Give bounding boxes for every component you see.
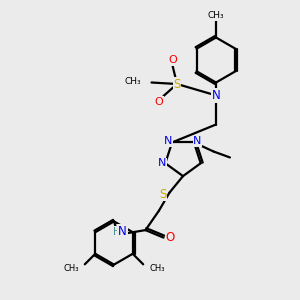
Text: H: H	[113, 226, 121, 237]
Text: N: N	[118, 225, 127, 238]
Text: CH₃: CH₃	[208, 11, 224, 20]
Text: CH₃: CH₃	[63, 264, 79, 273]
Text: N: N	[212, 89, 220, 102]
Text: CH₃: CH₃	[124, 76, 141, 85]
Text: O: O	[154, 97, 164, 107]
Text: O: O	[166, 231, 175, 244]
Text: N: N	[164, 136, 173, 146]
Text: S: S	[173, 77, 181, 91]
Text: N: N	[158, 158, 166, 168]
Text: N: N	[193, 136, 202, 146]
Text: O: O	[168, 55, 177, 65]
Text: CH₃: CH₃	[149, 264, 165, 273]
Text: S: S	[159, 188, 166, 201]
